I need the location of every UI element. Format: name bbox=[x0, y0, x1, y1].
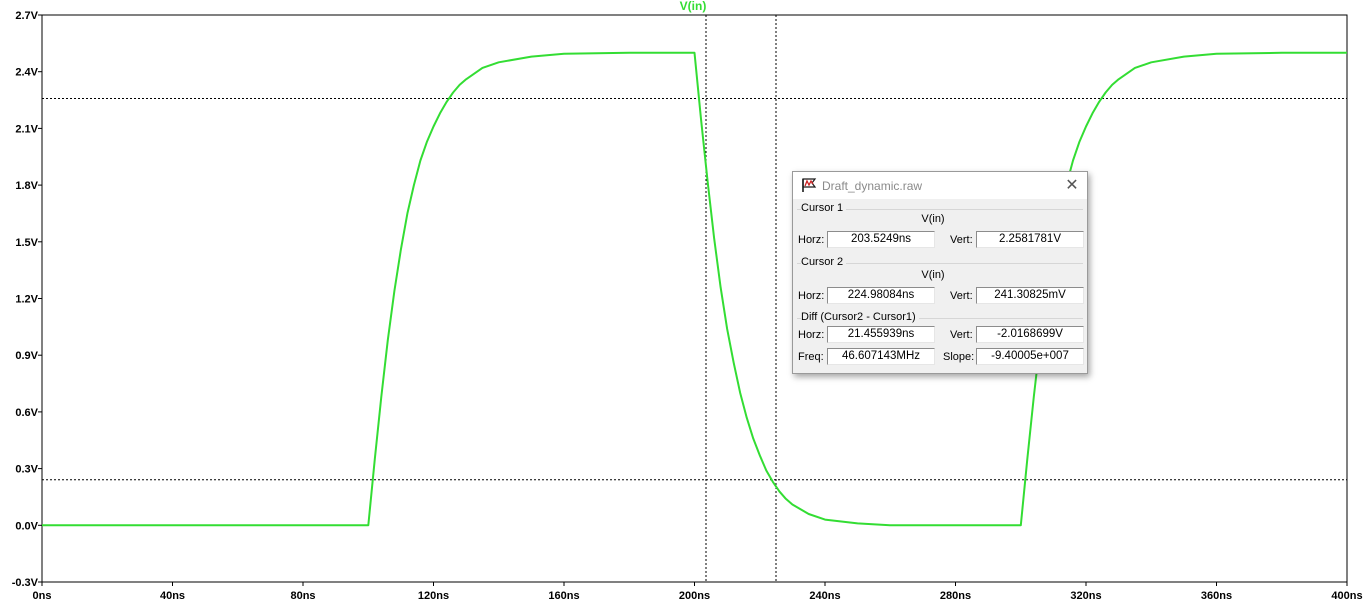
diff-group-frame bbox=[797, 318, 1083, 319]
y-tick-label: 0.6V bbox=[15, 407, 38, 419]
cursor2-group-label: Cursor 2 bbox=[801, 256, 847, 268]
cursor1-group-frame bbox=[797, 209, 1083, 210]
cursor-readout-dialog[interactable]: Draft_dynamic.raw ✕ Cursor 1 V(in) Horz:… bbox=[792, 171, 1088, 374]
diff-horz-label: Horz: bbox=[798, 329, 825, 341]
x-tick-label: 280ns bbox=[940, 590, 971, 602]
x-tick-label: 360ns bbox=[1201, 590, 1232, 602]
x-tick-label: 200ns bbox=[679, 590, 710, 602]
cursor1-horz-field[interactable]: 203.5249ns bbox=[827, 231, 935, 248]
close-icon[interactable]: ✕ bbox=[1065, 177, 1079, 194]
y-tick-label: -0.3V bbox=[12, 577, 39, 589]
x-tick-label: 40ns bbox=[160, 590, 185, 602]
diff-vert-field[interactable]: -2.0168699V bbox=[976, 326, 1084, 343]
x-tick-label: 120ns bbox=[418, 590, 449, 602]
x-axis: 0ns 40ns 80ns 120ns 160ns 200ns 240ns 280ns 320n… bbox=[33, 582, 1363, 602]
diff-vert-label: Vert: bbox=[950, 329, 973, 341]
x-tick-label: 160ns bbox=[548, 590, 579, 602]
y-axis: 2.7V 2.4V 2.1V 1.8V 1.5V 1.2V 0.9V 0.6V 0.3V 0.0V… bbox=[12, 10, 42, 589]
cursor2-vert-field[interactable]: 241.30825mV bbox=[976, 287, 1084, 304]
cursor2-vert-label: Vert: bbox=[950, 290, 973, 302]
x-tick-label: 240ns bbox=[809, 590, 840, 602]
dialog-titlebar[interactable]: Draft_dynamic.raw ✕ bbox=[793, 172, 1087, 199]
cursor1-group-label: Cursor 1 bbox=[801, 202, 847, 214]
diff-horz-field[interactable]: 21.455939ns bbox=[827, 326, 935, 343]
y-tick-label: 1.8V bbox=[15, 180, 38, 192]
y-tick-label: 1.5V bbox=[15, 237, 38, 249]
y-tick-label: 0.3V bbox=[15, 464, 38, 476]
y-tick-label: 1.2V bbox=[15, 294, 38, 306]
cursor1-vert-field[interactable]: 2.2581781V bbox=[976, 231, 1084, 248]
dialog-title: Draft_dynamic.raw bbox=[822, 179, 923, 193]
cursor2-horz-label: Horz: bbox=[798, 290, 825, 302]
cursor2-horz-field[interactable]: 224.98084ns bbox=[827, 287, 935, 304]
diff-freq-label: Freq: bbox=[798, 351, 824, 363]
diff-slope-field[interactable]: -9.40005e+007 bbox=[976, 348, 1084, 365]
cursor2-group-frame bbox=[797, 263, 1083, 264]
ltspice-app-icon bbox=[802, 178, 817, 192]
cursor1-horz-label: Horz: bbox=[798, 234, 825, 246]
cursor1-trace-name: V(in) bbox=[921, 213, 945, 225]
x-tick-label: 0ns bbox=[33, 590, 52, 602]
y-tick-label: 2.1V bbox=[15, 123, 38, 135]
cursor2-trace-name: V(in) bbox=[921, 269, 945, 281]
cursor1-vert-label: Vert: bbox=[950, 234, 973, 246]
x-tick-label: 400ns bbox=[1331, 590, 1362, 602]
plot-frame bbox=[41, 14, 1348, 583]
x-tick-label: 320ns bbox=[1070, 590, 1101, 602]
x-tick-label: 80ns bbox=[290, 590, 315, 602]
y-tick-label: 0.0V bbox=[15, 520, 38, 532]
diff-group-label: Diff (Cursor2 - Cursor1) bbox=[801, 311, 919, 323]
trace-label-vin[interactable]: V(in) bbox=[680, 0, 707, 13]
trace-vin-line bbox=[42, 51, 1347, 527]
diff-freq-field[interactable]: 46.607143MHz bbox=[827, 348, 935, 365]
y-tick-label: 0.9V bbox=[15, 350, 38, 362]
diff-slope-label: Slope: bbox=[943, 351, 975, 363]
y-tick-label: 2.4V bbox=[15, 67, 38, 79]
y-tick-label: 2.7V bbox=[15, 10, 38, 22]
